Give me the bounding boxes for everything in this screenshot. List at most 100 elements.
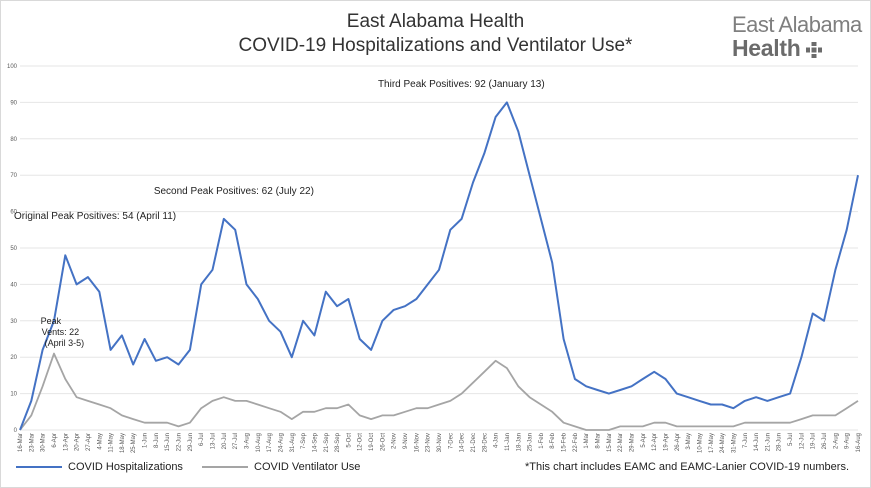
y-tick-label: 20 — [10, 355, 17, 361]
annotation-label: Vents: 22 — [42, 327, 80, 337]
x-tick-label: 28-Dec — [482, 433, 488, 452]
x-tick-label: 21-Jun — [765, 433, 771, 451]
y-tick-label: 40 — [10, 282, 17, 288]
x-tick-label: 25-Jan — [528, 433, 534, 451]
x-tick-label: 15-Jun — [165, 433, 171, 451]
x-tick-label: 3-Aug — [244, 433, 250, 449]
x-tick-label: 24-May — [720, 433, 726, 453]
x-tick-label: 1-Mar — [584, 433, 590, 449]
x-tick-label: 1-Jun — [143, 433, 149, 448]
x-tick-label: 7-Dec — [448, 433, 454, 449]
y-tick-label: 10 — [10, 392, 17, 398]
y-tick-label: 50 — [10, 246, 17, 252]
y-tick-label: 90 — [10, 100, 17, 106]
east-alabama-health-logo: East Alabama Health — [732, 12, 862, 62]
legend-swatch-hospitalizations — [16, 466, 62, 469]
x-tick-label: 22-Jun — [177, 433, 183, 451]
x-tick-label: 1-Feb — [539, 432, 545, 448]
x-tick-label: 2-Nov — [392, 433, 398, 449]
annotation-label: Original Peak Positives: 54 (April 11) — [14, 211, 176, 222]
x-tick-label: 20-Apr — [75, 433, 81, 451]
x-tick-label: 19-Apr — [663, 433, 669, 451]
x-tick-label: 5-Oct — [346, 433, 352, 448]
x-tick-label: 9-Aug — [845, 433, 851, 449]
y-tick-label: 70 — [10, 173, 17, 179]
x-tick-label: 21-Dec — [471, 433, 477, 452]
chart-title-line2: COVID-19 Hospitalizations and Ventilator… — [238, 35, 633, 56]
chart-title-line1: East Alabama Health — [346, 11, 525, 32]
x-tick-label: 26-Jul — [822, 433, 828, 449]
annotation-label: Second Peak Positives: 62 (July 22) — [154, 186, 314, 197]
series-line-hospitalizations — [19, 101, 859, 431]
x-tick-label: 14-Jun — [754, 433, 760, 451]
x-tick-label: 3-May — [686, 433, 692, 450]
x-tick-label: 22-Feb — [573, 432, 579, 452]
x-tick-label: 23-Mar — [29, 433, 35, 452]
x-tick-label: 18-Jan — [516, 433, 522, 451]
x-tick-label: 23-Nov — [426, 433, 432, 452]
x-tick-label: 12-Oct — [358, 433, 364, 451]
y-tick-label: 100 — [7, 64, 18, 70]
x-tick-label: 7-Jun — [743, 433, 749, 448]
x-tick-label: 19-Jul — [811, 433, 817, 449]
x-tick-label: 8-Jun — [154, 433, 160, 448]
x-tick-label: 31-May — [731, 433, 737, 453]
x-tick-label: 4-Jan — [494, 433, 500, 448]
x-tick-label: 5-Jul — [788, 433, 794, 446]
x-tick-label: 15-Feb — [562, 432, 568, 452]
x-tick-label: 28-Sep — [335, 432, 341, 452]
x-tick-label: 2-Aug — [833, 433, 839, 449]
x-tick-label: 15-Mar — [607, 433, 613, 452]
x-tick-label: 26-Oct — [380, 433, 386, 451]
logo-text-line2: Health — [732, 35, 801, 61]
x-tick-label: 5-Apr — [641, 433, 647, 448]
logo-text-line1: East Alabama — [732, 12, 862, 37]
x-tick-label: 6-Apr — [52, 433, 58, 448]
legend-item-hospitalizations: COVID Hospitalizations — [16, 461, 183, 473]
x-tick-label: 29-Mar — [630, 433, 636, 452]
x-tick-label: 20-Jul — [222, 433, 228, 449]
x-tick-label: 31-Aug — [290, 433, 296, 452]
x-tick-label: 4-May — [97, 433, 103, 450]
x-tick-label: 8-Feb — [550, 432, 556, 448]
legend-swatch-ventilators — [202, 466, 248, 469]
y-tick-label: 60 — [10, 210, 17, 216]
x-tick-label: 25-May — [131, 433, 137, 453]
annotation-label: Third Peak Positives: 92 (January 13) — [378, 79, 545, 90]
x-tick-label: 9-Nov — [403, 433, 409, 449]
x-tick-label: 19-Oct — [369, 433, 375, 451]
x-tick-label: 12-Apr — [652, 433, 658, 451]
x-tick-label: 13-Jul — [211, 433, 217, 449]
annotation-label: (April 3-5) — [45, 338, 85, 348]
x-tick-label: 24-Aug — [278, 433, 284, 452]
y-tick-label: 0 — [14, 428, 18, 434]
chart-footnote: *This chart includes EAMC and EAMC-Lanie… — [524, 461, 849, 473]
x-tick-label: 27-Apr — [86, 433, 92, 451]
x-tick-label: 10-May — [697, 433, 703, 453]
x-tick-label: 12-Jul — [799, 433, 805, 449]
x-tick-label: 6-Jul — [199, 433, 205, 446]
x-tick-label: 8-Mar — [596, 433, 602, 449]
legend-label-hospitalizations: COVID Hospitalizations — [68, 461, 183, 473]
x-tick-label: 30-Nov — [437, 433, 443, 452]
y-tick-label: 80 — [10, 137, 17, 143]
x-tick-label: 11-May — [109, 433, 115, 453]
x-tick-label: 28-Jun — [777, 433, 783, 451]
x-tick-label: 17-May — [709, 433, 715, 453]
annotation-label: Peak — [41, 316, 62, 326]
x-tick-label: 27-Jul — [233, 433, 239, 449]
series-line-ventilators — [19, 352, 859, 431]
x-tick-label: 16-Aug — [856, 433, 862, 452]
legend-label-ventilators: COVID Ventilator Use — [254, 461, 361, 473]
x-tick-label: 16-Mar — [18, 433, 24, 452]
x-tick-label: 7-Sep — [301, 432, 307, 449]
x-tick-label: 14-Sep — [312, 432, 318, 452]
x-tick-label: 26-Apr — [675, 433, 681, 451]
x-tick-label: 29-Jun — [188, 433, 194, 451]
x-tick-label: 10-Aug — [256, 433, 262, 452]
x-tick-label: 13-Apr — [63, 433, 69, 451]
medical-cross-icon — [806, 42, 822, 58]
x-tick-label: 14-Dec — [460, 433, 466, 452]
y-tick-label: 30 — [10, 319, 17, 325]
x-tick-label: 30-Mar — [41, 433, 47, 452]
